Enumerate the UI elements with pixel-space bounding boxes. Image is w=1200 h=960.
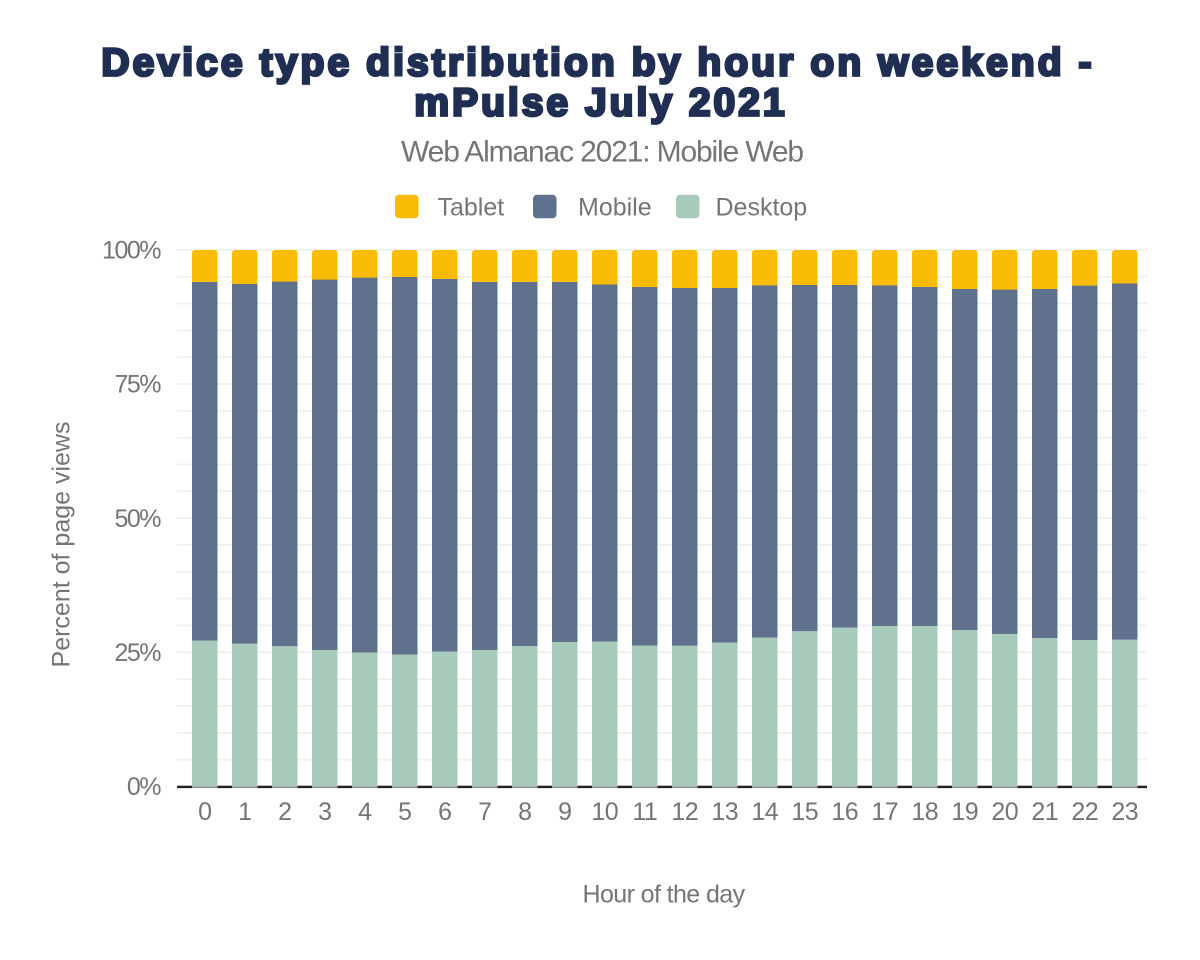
svg-text:8: 8 xyxy=(518,798,531,826)
svg-text:6: 6 xyxy=(438,798,451,826)
svg-text:Device type distribution by ho: Device type distribution by hour on week… xyxy=(101,42,1094,85)
svg-text:0: 0 xyxy=(198,798,211,826)
svg-text:23: 23 xyxy=(1111,798,1138,826)
svg-text:25%: 25% xyxy=(114,639,161,667)
svg-text:9: 9 xyxy=(558,798,571,826)
svg-text:100%: 100% xyxy=(102,237,161,265)
svg-text:11: 11 xyxy=(632,798,657,826)
svg-text:16: 16 xyxy=(831,798,858,826)
svg-text:Tablet: Tablet xyxy=(438,194,505,222)
svg-text:2: 2 xyxy=(278,798,291,826)
svg-text:Web Almanac 2021: Mobile Web: Web Almanac 2021: Mobile Web xyxy=(401,135,803,168)
svg-text:Percent of page views: Percent of page views xyxy=(48,422,76,668)
svg-text:12: 12 xyxy=(671,798,698,826)
svg-text:Hour of the day: Hour of the day xyxy=(583,880,746,908)
svg-text:Mobile: Mobile xyxy=(578,194,652,222)
svg-text:7: 7 xyxy=(478,798,491,826)
svg-text:15: 15 xyxy=(791,798,818,826)
svg-text:21: 21 xyxy=(1031,798,1058,826)
svg-text:4: 4 xyxy=(358,798,372,826)
svg-text:14: 14 xyxy=(751,798,778,826)
svg-text:5: 5 xyxy=(398,798,411,826)
svg-text:13: 13 xyxy=(711,798,738,826)
svg-text:22: 22 xyxy=(1071,798,1098,826)
svg-text:19: 19 xyxy=(951,798,978,826)
svg-text:1: 1 xyxy=(238,798,251,826)
svg-text:Desktop: Desktop xyxy=(716,194,808,222)
svg-text:17: 17 xyxy=(871,798,898,826)
svg-text:50%: 50% xyxy=(114,505,161,533)
svg-text:75%: 75% xyxy=(114,371,161,399)
svg-text:mPulse July 2021: mPulse July 2021 xyxy=(414,82,787,125)
svg-text:10: 10 xyxy=(591,798,618,826)
svg-text:3: 3 xyxy=(318,798,331,826)
svg-text:18: 18 xyxy=(911,798,938,826)
svg-text:20: 20 xyxy=(991,798,1018,826)
svg-text:0%: 0% xyxy=(127,773,161,801)
